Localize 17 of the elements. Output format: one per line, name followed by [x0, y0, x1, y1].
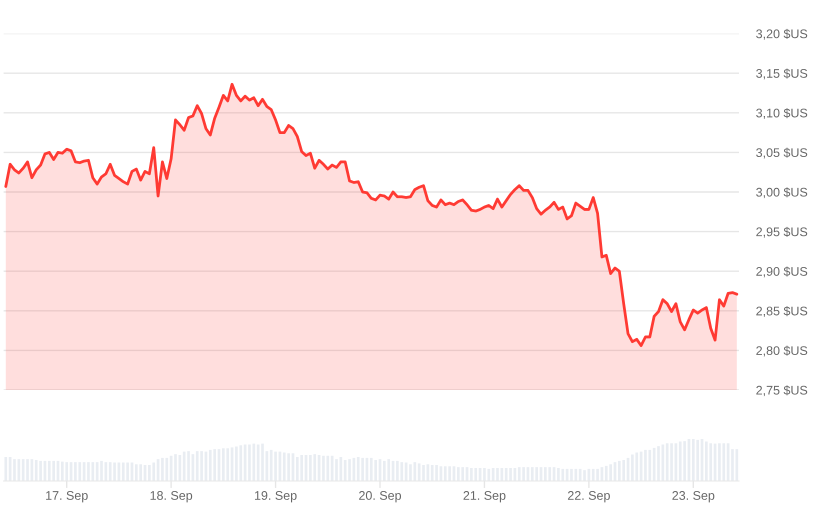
y-tick-label: 2,90 $US: [756, 266, 808, 278]
x-tick-label: 21. Sep: [464, 491, 506, 502]
y-tick-label: 3,20 $US: [756, 28, 808, 40]
y-tick-label: 2,80 $US: [756, 346, 808, 357]
y-tick-label: 3,00 $US: [756, 187, 808, 198]
x-tick-label: 18. Sep: [150, 491, 192, 502]
x-tick-label: 19. Sep: [254, 491, 297, 502]
x-tick-label: 23. Sep: [672, 491, 714, 502]
x-tick-label: 22. Sep: [568, 491, 610, 502]
y-tick-label: 3,15 $US: [756, 68, 808, 80]
x-tick-label: 20. Sep: [359, 491, 402, 502]
x-tick-label: 17. Sep: [46, 491, 88, 502]
y-tick-label: 2,95 $US: [756, 226, 808, 238]
y-tick-label: 3,10 $US: [756, 108, 808, 119]
y-tick-label: 2,75 $US: [756, 385, 808, 396]
y-tick-label: 3,05 $US: [756, 148, 808, 159]
y-tick-label: 2,85 $US: [756, 306, 808, 317]
